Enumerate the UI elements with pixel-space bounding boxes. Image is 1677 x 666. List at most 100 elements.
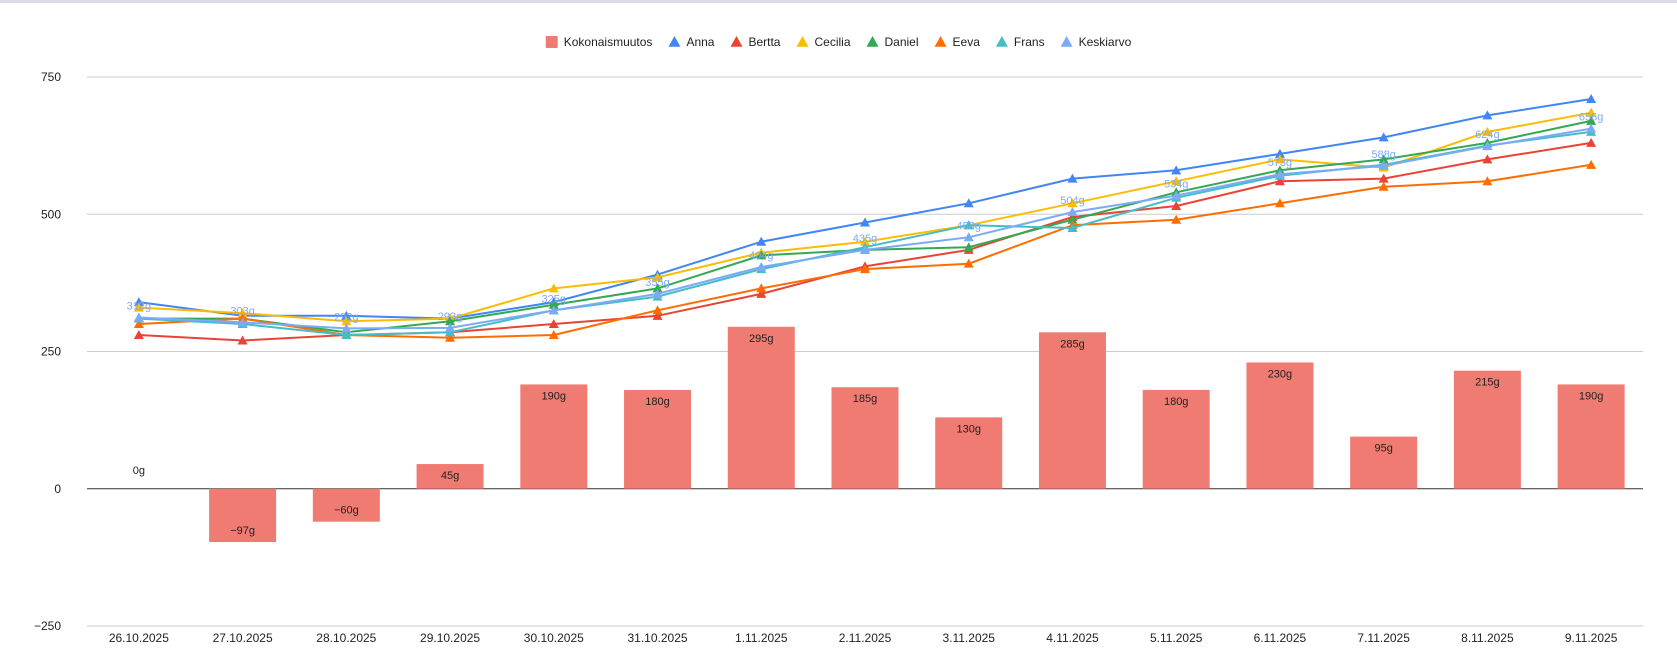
data-point-marker — [341, 310, 352, 320]
x-tick-label: 28.10.2025 — [316, 631, 376, 645]
bar-value-label: 180g — [1164, 396, 1188, 408]
data-point-marker — [1378, 154, 1389, 164]
bar-value-label: −60g — [334, 505, 359, 517]
y-tick-label: −250 — [34, 619, 61, 633]
bar — [831, 387, 899, 489]
data-point-marker — [1586, 137, 1597, 147]
bar-value-label: 215g — [1475, 377, 1499, 389]
legend-swatch-triangle — [1060, 36, 1073, 47]
average-value-label: 312g — [127, 300, 151, 312]
data-point-marker — [1274, 148, 1285, 158]
data-point-marker — [548, 299, 559, 309]
data-point-marker — [1586, 159, 1597, 169]
bar — [935, 417, 1003, 489]
x-tick-label: 27.10.2025 — [213, 631, 273, 645]
data-point-marker — [1482, 176, 1493, 186]
legend[interactable]: Kokonaismuutos Anna Bertta Cecilia Daniel Eev… — [545, 35, 1132, 49]
legend-item-bertta[interactable]: Bertta — [730, 35, 781, 49]
data-point-marker — [1274, 169, 1285, 179]
average-value-label: 573g — [1268, 157, 1292, 169]
bar — [1246, 362, 1314, 489]
data-point-marker — [445, 322, 456, 332]
data-point-marker — [756, 236, 767, 246]
y-tick-label: 750 — [41, 70, 61, 84]
series-line — [138, 98, 1592, 320]
data-point-marker — [860, 236, 870, 246]
data-point-marker — [133, 319, 144, 329]
data-point-marker — [860, 244, 870, 254]
data-point-marker — [756, 283, 767, 293]
data-point-marker — [1482, 154, 1493, 164]
data-point-marker — [652, 305, 663, 315]
bar-value-label: 185g — [853, 393, 877, 405]
legend-item-eeva[interactable]: Eeva — [934, 35, 981, 49]
average-labels: 312g 303g 292g 293g 325g 355g 404g 435g 458g 504g… — [127, 112, 1604, 324]
data-point-marker — [1378, 173, 1389, 183]
data-point-marker — [1482, 126, 1493, 136]
data-point-marker — [237, 317, 248, 327]
data-point-marker — [860, 217, 870, 227]
bar-value-label: 190g — [1579, 390, 1603, 402]
data-point-marker — [1586, 115, 1597, 125]
legend-item-cecilia[interactable]: Cecilia — [796, 35, 851, 49]
data-point-marker — [652, 283, 663, 293]
data-point-marker — [756, 261, 767, 271]
bar-value-label: 180g — [645, 396, 669, 408]
legend-label: Eeva — [953, 35, 981, 49]
legend-item-daniel[interactable]: Daniel — [866, 35, 919, 49]
data-point-marker — [1586, 93, 1597, 103]
legend-label: Daniel — [885, 35, 919, 49]
data-point-marker — [1274, 198, 1285, 208]
data-point-marker — [548, 319, 559, 329]
data-point-marker — [1274, 154, 1285, 164]
bar — [209, 488, 277, 543]
average-value-label: 458g — [956, 220, 980, 232]
y-axis-ticks: 750 500 250 0 −250 — [34, 70, 61, 633]
data-point-marker — [652, 288, 663, 298]
bar-value-label: 130g — [956, 423, 980, 435]
data-point-marker — [1378, 132, 1389, 142]
legend-item-anna[interactable]: Anna — [668, 35, 715, 49]
legend-label: Frans — [1014, 35, 1045, 49]
bar-value-label: −97g — [230, 525, 255, 537]
legend-swatch-triangle — [995, 36, 1008, 47]
legend-swatch-triangle — [796, 36, 809, 47]
legend-item-keskiarvo[interactable]: Keskiarvo — [1060, 35, 1132, 49]
legend-swatch-triangle — [934, 36, 947, 47]
x-tick-label: 1.11.2025 — [735, 631, 788, 645]
data-point-marker — [1171, 201, 1182, 211]
data-point-marker — [1586, 123, 1597, 133]
average-value-label: 293g — [438, 311, 462, 323]
data-point-marker — [133, 330, 144, 340]
legend-label: Kokonaismuutos — [564, 35, 653, 49]
x-tick-label: 26.10.2025 — [109, 631, 169, 645]
legend-item-frans[interactable]: Frans — [995, 35, 1045, 49]
legend-item-kokonaismuutos[interactable]: Kokonaismuutos — [545, 35, 653, 49]
bar-value-label: 95g — [1374, 443, 1392, 455]
x-tick-label: 31.10.2025 — [628, 631, 688, 645]
data-point-marker — [1482, 110, 1493, 120]
bar-value-label: 295g — [749, 333, 773, 345]
data-point-marker — [1171, 190, 1182, 200]
data-point-marker — [963, 198, 974, 208]
x-tick-label: 29.10.2025 — [420, 631, 480, 645]
data-point-marker — [963, 242, 974, 252]
bars — [209, 326, 1625, 543]
data-point-marker — [1274, 176, 1285, 186]
x-tick-label: 6.11.2025 — [1254, 631, 1307, 645]
legend-label: Bertta — [748, 35, 780, 49]
average-value-label: 534g — [1164, 179, 1188, 191]
data-point-marker — [341, 316, 352, 326]
legend-swatch-triangle — [730, 36, 743, 47]
data-point-marker — [1171, 165, 1182, 175]
legend-swatch-square — [545, 36, 558, 48]
bar — [1350, 436, 1418, 489]
data-point-marker — [133, 312, 144, 322]
legend-swatch-triangle — [866, 36, 879, 47]
x-tick-label: 9.11.2025 — [1565, 631, 1618, 645]
x-axis-ticks: 26.10.2025 27.10.2025 28.10.2025 29.10.2025… — [109, 631, 1618, 645]
data-point-marker — [133, 297, 144, 307]
bar — [1142, 389, 1210, 489]
average-value-label: 504g — [1060, 195, 1084, 207]
